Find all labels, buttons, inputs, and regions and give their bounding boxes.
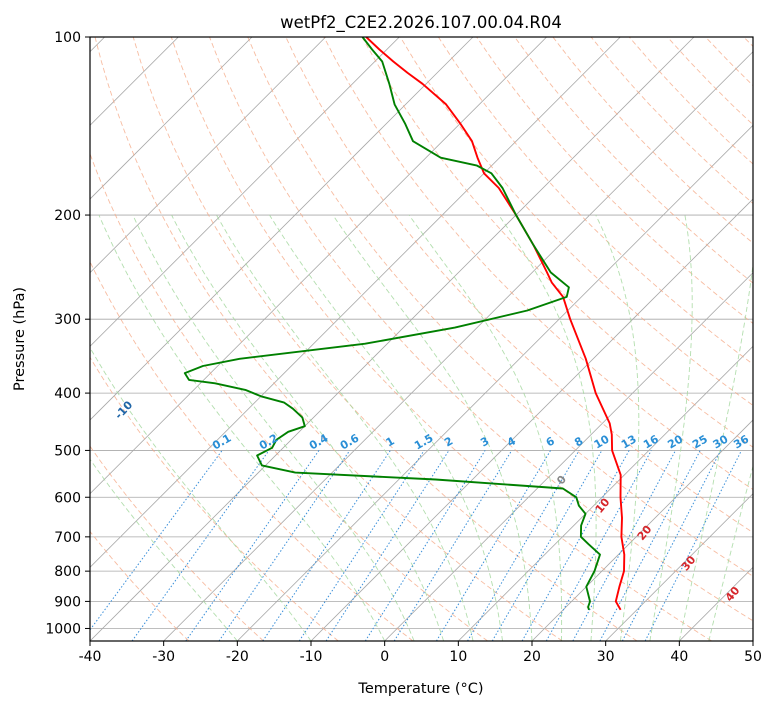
- x-axis-title: Temperature (°C): [357, 681, 483, 697]
- x-axis-tick-label: -20: [226, 649, 249, 665]
- y-axis-title: Pressure (hPa): [12, 287, 28, 391]
- axes: -40 -30 -20 -10 0 10 20 30 40 50 100 200 300 400 500 60…: [45, 30, 762, 665]
- dry-adiabat-line: [399, 37, 753, 406]
- x-axis-tick-label: 40: [670, 649, 688, 665]
- moist-adiabat-line: [90, 458, 238, 641]
- mixing-ratio-line: [90, 450, 223, 631]
- y-axis-tick-label: 900: [54, 594, 81, 610]
- y-axis-tick-label: 1000: [45, 621, 81, 637]
- moist-adiabats: [90, 214, 753, 641]
- mixing-ratio-lines: [90, 450, 742, 641]
- dry-adiabat-line: [323, 37, 753, 491]
- dry-adiabat-line: [90, 260, 414, 641]
- dry-adiabat-line: [90, 356, 339, 641]
- y-axis-tick-label: 700: [54, 530, 81, 546]
- background-grid: [90, 37, 753, 641]
- isotherm-line: [237, 124, 753, 641]
- x-axis-tick-label: -40: [79, 649, 102, 665]
- mixing-ratio-line: [131, 450, 270, 641]
- sounding-profiles: [183, 37, 626, 611]
- isotherm-line: [90, 37, 547, 495]
- isotherm-line: [90, 37, 474, 421]
- moist-adiabat-line: [708, 464, 753, 641]
- mixing-ratio-line: [325, 450, 450, 641]
- isotherm-line: [163, 51, 753, 641]
- x-axis-tick-label: 10: [449, 649, 467, 665]
- dry-adiabat-line: [438, 37, 753, 365]
- moist-adiabat-line: [90, 346, 312, 641]
- mixing-ratio-line: [364, 450, 486, 641]
- x-axis-tick-label: 50: [744, 649, 762, 665]
- x-axis-tick-label: 20: [523, 649, 541, 665]
- moist-adiabat-line: [649, 214, 693, 641]
- y-axis-tick-label: 400: [54, 386, 81, 402]
- dry-adiabat-line: [90, 445, 264, 641]
- isotherm-line: [531, 419, 753, 641]
- isotherm-line: [90, 37, 400, 347]
- mixing-ratio-line: [491, 450, 603, 641]
- isotherm-line: [458, 345, 753, 641]
- y-axis-tick-label: 300: [54, 312, 81, 328]
- plot-background: [90, 37, 753, 641]
- moist-adiabat-line: [269, 214, 503, 641]
- chart-title: wetPf2_C2E2.2026.107.00.04.R04: [280, 13, 562, 33]
- y-axis-tick-label: 200: [54, 208, 81, 224]
- y-axis-tick-label: 600: [54, 490, 81, 506]
- isotherm-line: [90, 37, 621, 568]
- isotherm-line: [605, 493, 753, 641]
- x-axis-tick-label: 0: [380, 649, 389, 665]
- dry-adiabat-line: [170, 37, 712, 641]
- dry-adiabat-line: [90, 152, 488, 641]
- dry-adiabat-line: [90, 530, 190, 641]
- moist-adiabat-line: [171, 214, 445, 641]
- y-axis-tick-label: 800: [54, 564, 81, 580]
- mixing-ratio-line: [572, 450, 676, 641]
- mixing-ratio-line: [298, 450, 425, 641]
- dry-adiabats: [90, 37, 753, 641]
- dry-adiabat-line: [209, 37, 753, 622]
- x-axis-tick-label: 30: [597, 649, 615, 665]
- dry-adiabat-line: [94, 37, 563, 641]
- line-labels: -100-90-80-70-60-50-40-30-20-10010203040…: [112, 398, 751, 604]
- moist-adiabat-line: [498, 214, 597, 641]
- mixing-ratio-line: [521, 450, 630, 641]
- plot-frame: [89, 36, 754, 642]
- isotherm-line: [752, 640, 753, 641]
- isotherm-line: [90, 37, 253, 200]
- mixing-ratio-line: [545, 450, 652, 641]
- mixing-ratio-line: [599, 450, 701, 641]
- moist-adiabat-line: [678, 260, 753, 641]
- mixing-ratio-line: [393, 450, 513, 641]
- isotherm-line: [384, 272, 753, 641]
- moist-adiabat-line: [408, 214, 563, 641]
- y-axis-tick-label: 500: [54, 443, 81, 459]
- dry-adiabat-line: [132, 37, 638, 641]
- mixing-ratio-line: [185, 450, 320, 641]
- x-axis-tick-label: -10: [300, 649, 323, 665]
- isotherm-line: [90, 37, 326, 274]
- dry-adiabat-line: [247, 37, 753, 577]
- x-axis-tick-label: -30: [152, 649, 175, 665]
- temperature-profile-line: [365, 37, 626, 611]
- moist-adiabat-line: [595, 214, 640, 641]
- mixing-ratio-line: [621, 450, 722, 641]
- moist-adiabat-line: [132, 214, 415, 641]
- moist-adiabat-line: [98, 214, 386, 641]
- y-axis-tick-label: 100: [54, 30, 81, 46]
- mixing-ratio-line: [644, 450, 742, 641]
- dewpoint-profile-line: [183, 37, 601, 611]
- mixing-ratio-line: [218, 450, 351, 641]
- dry-adiabat-line: [514, 37, 753, 284]
